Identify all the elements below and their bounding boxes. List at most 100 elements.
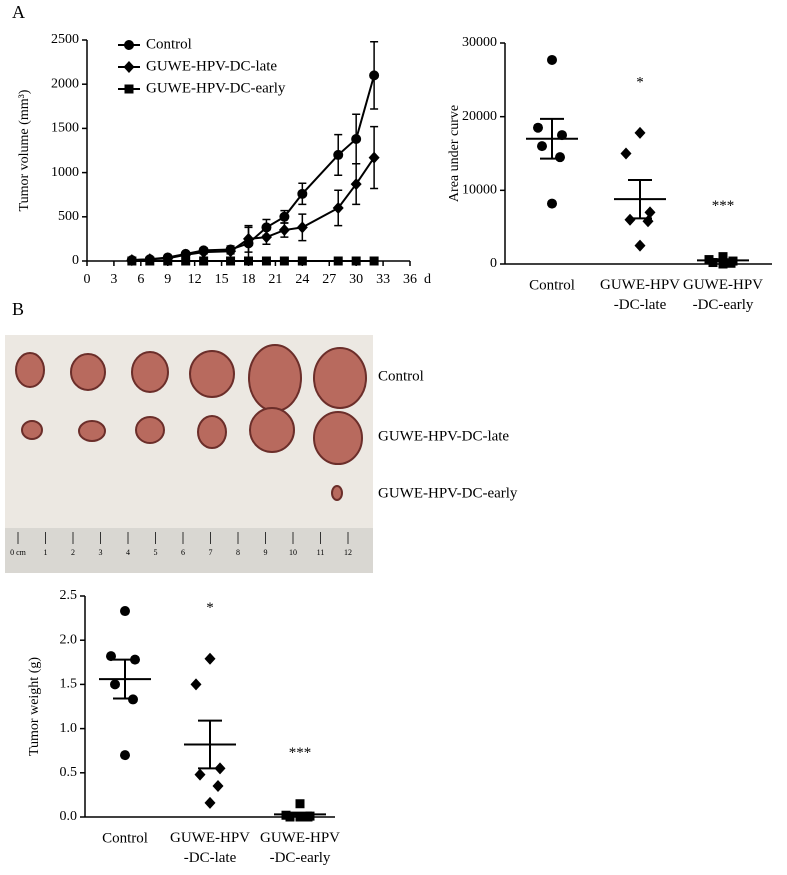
marker — [644, 206, 656, 219]
x-tick-label: GUWE-HPV -DC-early — [683, 277, 763, 313]
ruler-label: 10 — [289, 548, 297, 557]
y-tick-label: 30000 — [462, 35, 497, 50]
x-tick-label: 15 — [215, 272, 229, 287]
marker — [297, 256, 307, 266]
marker — [642, 215, 654, 228]
panel-label: A — [12, 2, 25, 22]
tumor — [248, 344, 302, 412]
y-tick-label: 20000 — [462, 109, 497, 124]
tumor — [70, 353, 106, 391]
marker — [120, 750, 130, 761]
marker — [110, 679, 120, 690]
x-tick-label: GUWE-HPV -DC-late — [600, 277, 680, 313]
marker — [620, 147, 632, 160]
y-tick-label: 0 — [490, 256, 497, 271]
tumor — [331, 485, 343, 501]
sem-bar — [711, 258, 735, 263]
legend-label: Control — [146, 36, 192, 52]
tumor — [15, 352, 45, 388]
y-axis-label: Tumor volume (mm³) — [17, 89, 32, 211]
ruler-label: 9 — [264, 548, 268, 557]
marker — [547, 198, 557, 209]
legend-label: GUWE-HPV-DC-late — [146, 58, 277, 74]
marker — [333, 256, 343, 266]
ruler-label: 1 — [44, 548, 48, 557]
x-tick-label: 27 — [322, 272, 336, 287]
marker — [198, 246, 210, 259]
panel-label: B — [12, 299, 24, 319]
tumor — [78, 420, 106, 442]
x-tick-label: 24 — [295, 272, 309, 287]
marker — [190, 678, 202, 691]
y-axis-label: Area under curve — [447, 105, 462, 202]
sem-bar — [113, 658, 137, 700]
marker — [243, 232, 254, 245]
y-tick-label: 500 — [58, 209, 79, 224]
tumor — [313, 347, 367, 409]
marker — [204, 652, 216, 665]
tumor — [197, 415, 227, 449]
ruler — [5, 528, 373, 573]
tumor — [21, 420, 43, 440]
marker — [279, 211, 290, 222]
y-tick-label: 1.0 — [60, 721, 78, 736]
marker — [333, 149, 344, 160]
tumor — [313, 411, 363, 465]
marker — [533, 122, 543, 133]
legend-marker — [123, 61, 135, 73]
y-tick-label: 0.5 — [60, 765, 78, 780]
marker — [350, 178, 362, 191]
marker — [634, 239, 646, 252]
x-tick-label: 9 — [164, 272, 171, 287]
x-tick-label: 18 — [242, 272, 256, 287]
marker — [296, 221, 308, 234]
marker — [212, 780, 224, 793]
x-tick-label: GUWE-HPV -DC-early — [260, 830, 340, 866]
y-tick-label: 2500 — [51, 32, 79, 47]
marker — [278, 224, 290, 237]
marker — [145, 256, 155, 266]
legend-marker — [124, 40, 134, 50]
x-axis-label: d — [424, 272, 431, 287]
y-tick-label: 10000 — [462, 183, 497, 198]
y-axis-label: Tumor weight (g) — [27, 657, 42, 756]
y-tick-label: 1000 — [51, 165, 79, 180]
sem-bar — [628, 179, 652, 220]
legend-marker — [124, 84, 134, 94]
marker — [555, 152, 565, 163]
marker — [557, 130, 567, 141]
marker — [295, 799, 305, 809]
tumor — [249, 407, 295, 453]
marker — [718, 259, 728, 269]
sem-bar — [288, 811, 312, 818]
marker — [634, 126, 646, 139]
legend-label: GUWE-HPV-DC-early — [146, 80, 286, 96]
row-label: Control — [378, 368, 424, 384]
marker — [181, 256, 191, 266]
significance-label: * — [206, 600, 214, 616]
y-tick-label: 0.0 — [60, 809, 78, 824]
tumor — [189, 350, 235, 398]
marker — [726, 258, 736, 268]
marker — [369, 256, 379, 266]
ruler-label: 6 — [181, 548, 185, 557]
y-tick-label: 2.0 — [60, 632, 78, 647]
y-tick-label: 0 — [72, 253, 79, 268]
y-tick-label: 1.5 — [60, 677, 78, 692]
marker — [261, 256, 271, 266]
marker — [244, 256, 253, 266]
tumor-photo: 0 cm 1 2 3 4 5 6 7 8 9 10 11 12 — [5, 335, 373, 573]
marker — [537, 141, 547, 152]
marker — [279, 256, 289, 266]
marker — [547, 54, 557, 65]
marker — [199, 256, 209, 266]
x-tick-label: 12 — [188, 272, 202, 287]
row-label: GUWE-HPV-DC-early — [378, 485, 518, 501]
ruler-label: 0 cm — [10, 548, 27, 557]
marker — [351, 256, 361, 266]
tumor — [135, 416, 165, 444]
marker — [226, 256, 236, 266]
significance-label: * — [636, 74, 644, 90]
marker — [624, 213, 636, 226]
marker — [194, 768, 206, 781]
